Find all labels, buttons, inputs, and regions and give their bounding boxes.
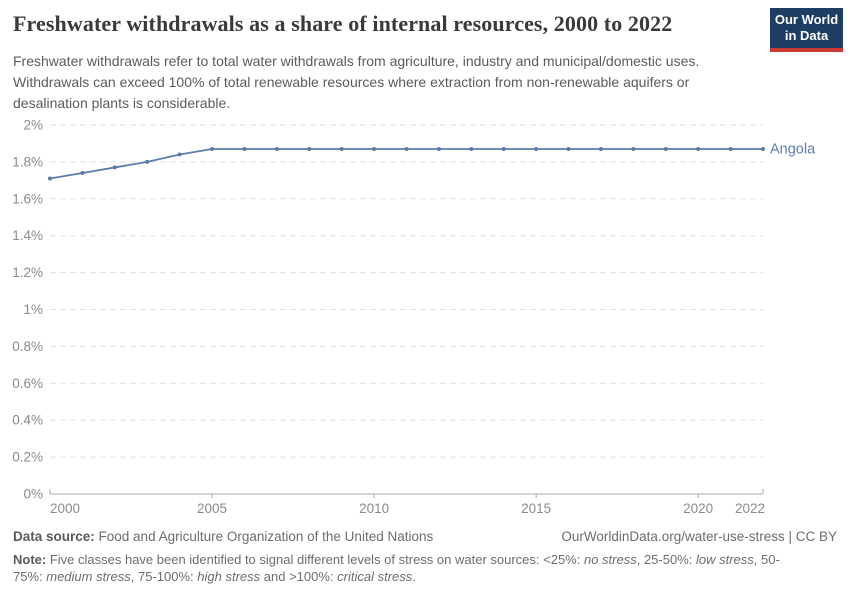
data-point[interactable] [210,146,215,151]
x-axis-tick-label: 2020 [683,501,713,516]
x-axis-tick-label: 2022 [735,501,765,516]
owid-logo-line1: Our World [774,12,839,27]
data-point[interactable] [372,146,377,151]
chart-subtitle: Freshwater withdrawals refer to total wa… [13,53,700,111]
y-axis-tick-label: 1.4% [12,228,43,243]
data-point[interactable] [696,146,701,151]
line-chart[interactable]: 0% 0.2% 0.4% 0.6% 0.8% 1% 1.2% 1.4% 1.6% 1.8% 2% 20… [0,108,850,528]
data-point[interactable] [80,170,85,175]
chart-footer: Data source: Food and Agriculture Organi… [13,529,837,585]
data-point[interactable] [404,146,409,151]
x-axis-tick-label: 2010 [359,501,389,516]
data-point[interactable] [534,146,539,151]
y-axis-tick-label: 2% [23,118,43,133]
y-axis-tick-label: 1.8% [12,154,43,169]
x-axis-tick-label: 2005 [197,501,227,516]
data-point[interactable] [145,159,150,164]
data-source-label: Data source: [13,529,95,544]
data-point[interactable] [112,165,117,170]
data-point[interactable] [761,146,765,151]
data-point[interactable] [274,146,279,151]
plot-area[interactable] [50,125,763,494]
data-point[interactable] [501,146,506,151]
data-source: Data source: Food and Agriculture Organi… [13,529,433,544]
data-point[interactable] [436,146,441,151]
footer-note: Note: Five classes have been identified … [13,551,795,585]
y-axis-tick-label: 0.6% [12,376,43,391]
data-point[interactable] [48,176,52,181]
y-axis-tick-label: 0.8% [12,339,43,354]
entity-label-angola[interactable]: Angola [770,141,816,157]
data-point[interactable] [728,146,733,151]
x-axis-tick-label: 2015 [521,501,551,516]
owid-url-link[interactable]: OurWorldinData.org/water-use-stress | CC… [561,529,837,544]
y-axis-tick-label: 1% [23,302,43,317]
data-point[interactable] [307,146,312,151]
data-point[interactable] [469,146,474,151]
x-axis-tick-label: 2000 [50,501,80,516]
y-axis-tick-label: 0% [23,487,43,502]
data-point[interactable] [339,146,344,151]
data-point[interactable] [242,146,247,151]
data-source-value: Food and Agriculture Organization of the… [94,529,434,544]
data-point[interactable] [598,146,603,151]
owid-logo-line2: in Data [784,28,829,43]
data-point[interactable] [177,152,182,157]
data-point[interactable] [631,146,636,151]
data-point[interactable] [566,146,571,151]
page-title: Freshwater withdrawals as a share of int… [13,11,673,36]
y-axis-tick-label: 0.2% [12,450,43,465]
chart-canvas[interactable]: 0% 0.2% 0.4% 0.6% 0.8% 1% 1.2% 1.4% 1.6% 1.8% 2% 20… [0,108,850,528]
y-axis-tick-label: 1.6% [12,191,43,206]
owid-logo[interactable]: Our World in Data [770,8,843,52]
y-axis-tick-label: 0.4% [12,413,43,428]
source-row: Data source: Food and Agriculture Organi… [13,529,837,544]
y-axis-tick-label: 1.2% [12,265,43,280]
data-point[interactable] [663,146,668,151]
note-text: Five classes have been identified to sig… [13,552,780,584]
note-label: Note: [13,552,47,567]
